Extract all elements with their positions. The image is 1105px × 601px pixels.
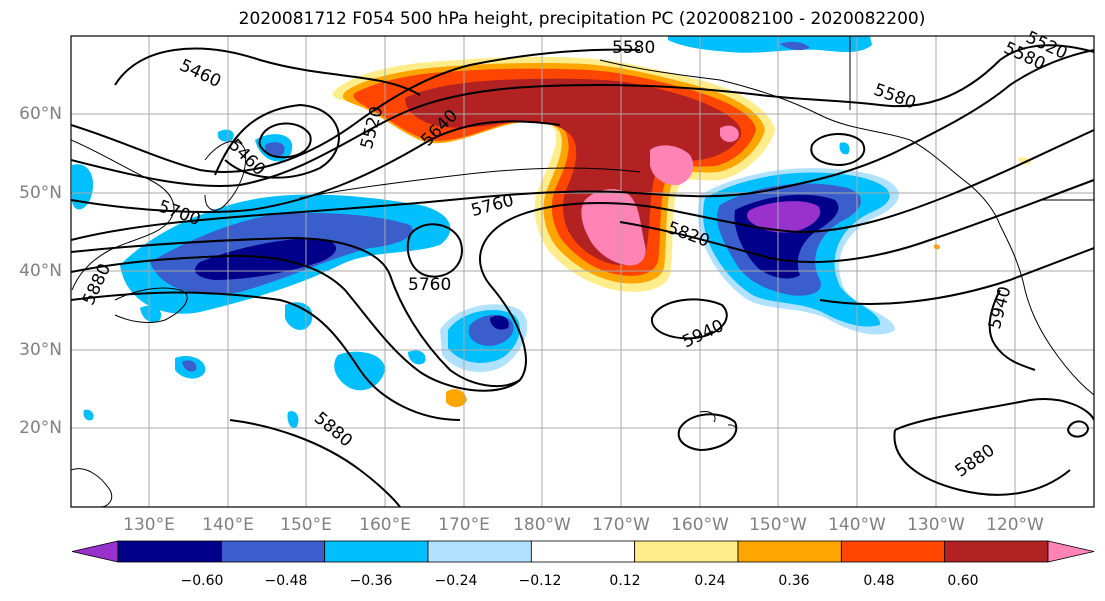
- precip-navy-mid: [490, 315, 509, 330]
- colorbar-tick: 0.12: [609, 573, 641, 589]
- contour-5580: [71, 44, 1094, 187]
- precip-cyan-west: [72, 164, 94, 210]
- colorbar-tick: 0.36: [778, 573, 810, 589]
- precip-blue-isle3: [182, 360, 197, 372]
- precip-pink-bering2: [650, 145, 694, 186]
- lon-label: 120°W: [986, 515, 1044, 535]
- map-canvas: 5460 5460 5520 5640 5580 5520 5580 5580 …: [70, 27, 1095, 508]
- lon-label: 170°W: [592, 515, 650, 535]
- lon-label: 150°W: [749, 515, 807, 535]
- precip-purple-gulf: [747, 201, 821, 233]
- precip-cyan-gulf-isle: [839, 142, 850, 155]
- precip-cyan-arctic: [668, 36, 872, 53]
- coast-japan: [114, 287, 188, 323]
- contour-5880-south: [229, 419, 401, 507]
- contour-5760: [71, 129, 1094, 388]
- lon-label: 140°W: [828, 515, 886, 535]
- height-contours: [71, 44, 1094, 507]
- precip-cyan-kamchatka: [217, 129, 234, 142]
- precip-blue-kuril: [265, 142, 285, 157]
- colorbar-tick: −0.60: [180, 573, 224, 589]
- lon-label: 160°W: [671, 515, 729, 535]
- coast-alaska: [599, 59, 1001, 226]
- colorbar-tick: −0.12: [518, 573, 562, 589]
- precip-cyan-isle6: [83, 409, 94, 421]
- contour-5700: [71, 49, 1094, 241]
- lon-label: 150°E: [280, 515, 332, 535]
- lon-label: 130°W: [907, 515, 965, 535]
- colorbar-tick: 0.60: [947, 573, 979, 589]
- contour-5640: [71, 120, 561, 213]
- colorbar-tick: −0.48: [264, 573, 308, 589]
- precipitation-shading: [72, 36, 1032, 429]
- colorbar-tick: −0.24: [434, 573, 478, 589]
- contour-5940-cell: [650, 298, 728, 340]
- contour-5820-gulf: [810, 133, 866, 167]
- precip-pink-bering: [581, 189, 646, 266]
- coast-aleutians: [299, 167, 641, 199]
- contour-5460-low: [214, 103, 340, 179]
- contour-5820: [71, 179, 1094, 392]
- precip-pink-bering3: [720, 125, 739, 142]
- precip-orange-isle: [446, 389, 467, 408]
- map-title: 2020081712 F054 500 hPa height, precipit…: [238, 9, 926, 29]
- contour-5400-low: [258, 122, 312, 159]
- lat-label: 40°N: [19, 261, 62, 281]
- coast-asia: [71, 139, 175, 291]
- contour-1070: [1066, 420, 1090, 438]
- contour-5880: [71, 247, 1094, 421]
- precip-orange-isle2: [933, 244, 941, 250]
- precip-cyan-isle7: [140, 305, 162, 323]
- coast-northamerica: [999, 224, 1094, 396]
- precip-cyan-isle5: [287, 411, 299, 429]
- contour-5460-north: [114, 47, 421, 96]
- lat-label: 50°N: [19, 183, 62, 203]
- colorbar-tick: 0.24: [694, 573, 726, 589]
- precip-blue-arctic: [780, 41, 810, 51]
- coastlines: [71, 36, 1094, 507]
- lon-label: 130°E: [123, 515, 175, 535]
- lon-label: 140°E: [202, 515, 254, 535]
- coast-bottomleft: [71, 468, 113, 507]
- map-frame: [70, 35, 1095, 508]
- contour-5760-low: [406, 223, 463, 278]
- colorbar-tick: −0.36: [349, 573, 393, 589]
- border-canada: [849, 36, 1094, 201]
- precip-darkred-bering: [405, 78, 742, 266]
- precip-cyan-isle4: [408, 350, 426, 365]
- lat-label: 20°N: [19, 418, 62, 438]
- lat-label: 30°N: [19, 340, 62, 360]
- contour-label: 5580: [612, 38, 655, 58]
- contour-5880-hawaii: [677, 413, 738, 452]
- precip-navy-band: [195, 238, 337, 280]
- contour-5880-east: [893, 398, 1094, 496]
- contour-5940-coast: [988, 289, 1036, 371]
- coast-kamchatka: [204, 140, 247, 211]
- colorbar-tick: 0.48: [863, 573, 895, 589]
- contour-label: 5760: [408, 275, 451, 295]
- graticule: [71, 36, 1094, 507]
- lat-label: 60°N: [19, 104, 62, 124]
- lon-label: 180°W: [513, 515, 571, 535]
- lon-label: 170°E: [438, 515, 490, 535]
- contour-5520: [71, 48, 641, 173]
- lon-label: 160°E: [359, 515, 411, 535]
